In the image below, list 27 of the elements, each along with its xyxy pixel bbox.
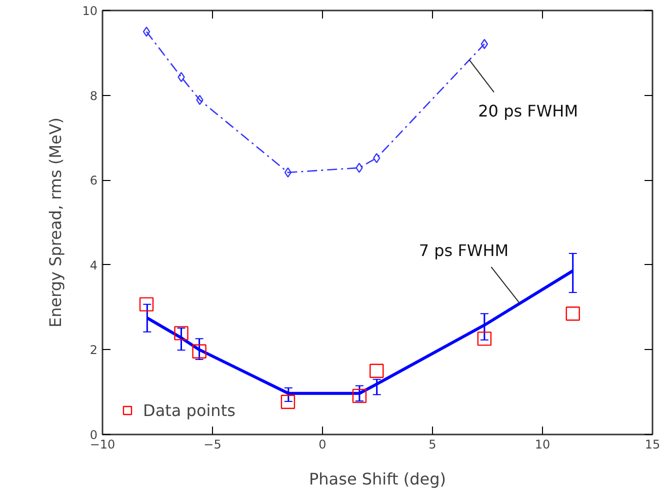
point — [356, 162, 363, 173]
point — [174, 326, 188, 340]
point — [566, 306, 580, 321]
y-axis-title: Energy Spread, rms (MeV) — [46, 118, 66, 328]
x-axis-title: Phase Shift (deg) — [309, 470, 446, 488]
point — [480, 38, 488, 50]
x-tick-label: 0 — [318, 438, 326, 452]
x-tick-label: 15 — [644, 438, 660, 452]
y-tick-label: 4 — [90, 258, 98, 272]
point — [477, 332, 492, 346]
point — [192, 344, 206, 358]
y-tick-label: 6 — [90, 174, 98, 188]
point — [142, 26, 150, 37]
x-tick-label: 10 — [534, 438, 550, 452]
point — [370, 364, 384, 378]
y-tick-label: 8 — [90, 88, 98, 103]
point — [352, 388, 367, 404]
legend-label: Data points — [143, 400, 236, 420]
x-tick-label: −5 — [204, 438, 222, 452]
point — [139, 297, 154, 312]
point — [280, 394, 296, 409]
text: 20 ps FWHM — [478, 101, 578, 120]
y-tick-label: 10 — [82, 4, 98, 18]
y-tick-label: 2 — [90, 343, 98, 358]
x-tick-label: 5 — [428, 438, 436, 452]
point — [284, 167, 292, 178]
text: 7 ps FWHM — [418, 240, 509, 260]
